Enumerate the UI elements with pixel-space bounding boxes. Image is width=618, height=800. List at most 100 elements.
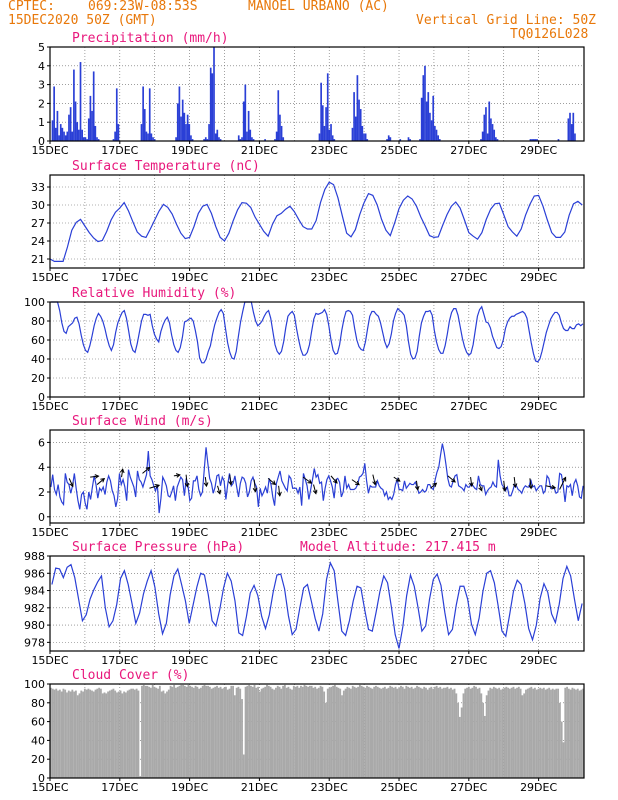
cloud-bar bbox=[358, 684, 361, 778]
cloud-bar bbox=[55, 688, 58, 778]
cloud-bar bbox=[521, 695, 524, 778]
y-tick-label: 60 bbox=[31, 334, 45, 347]
cloud-bar bbox=[298, 687, 301, 778]
cloud-bar bbox=[580, 689, 583, 778]
precip-bar bbox=[531, 139, 533, 141]
cloud-bar bbox=[285, 687, 288, 778]
wind-vector-head bbox=[216, 489, 222, 495]
cloud-bar bbox=[60, 691, 63, 778]
precip-bar bbox=[218, 137, 220, 141]
precip-bar bbox=[366, 139, 369, 141]
precip-bar bbox=[364, 133, 367, 141]
cloud-bar bbox=[441, 688, 443, 778]
wind-vector bbox=[68, 478, 74, 487]
precip-bar bbox=[419, 139, 421, 141]
cloud-bar bbox=[196, 686, 199, 778]
cloud-bar bbox=[516, 687, 518, 778]
precip-bar bbox=[89, 95, 92, 141]
cloud-bar bbox=[464, 688, 467, 778]
cloud-bar bbox=[53, 689, 56, 778]
panel-title: Surface Temperature (nC) bbox=[72, 159, 260, 174]
date-label: 15DEC2020 50Z (GMT) bbox=[8, 13, 157, 28]
cloud-bar bbox=[132, 688, 134, 778]
cloud-bar bbox=[489, 687, 492, 778]
cloud-bar bbox=[235, 687, 238, 778]
cloud-bar bbox=[330, 686, 333, 778]
precip-bar bbox=[185, 124, 187, 141]
precip-bar bbox=[534, 139, 537, 141]
cloud-bar bbox=[351, 685, 354, 778]
cloud-bar bbox=[519, 688, 522, 778]
cloud-bar bbox=[283, 684, 286, 778]
cloud-bar bbox=[137, 690, 140, 778]
precip-bar bbox=[244, 84, 247, 141]
wind-vector-head bbox=[551, 484, 557, 490]
cloud-bar bbox=[92, 691, 95, 778]
cloud-bar bbox=[126, 690, 129, 778]
cloud-bar bbox=[533, 687, 536, 778]
cloud-bar bbox=[244, 686, 247, 778]
cloud-bar bbox=[282, 685, 284, 778]
panel-frame bbox=[49, 683, 585, 779]
y-tick-label: 1 bbox=[38, 116, 45, 129]
wind-vector-head bbox=[372, 480, 377, 486]
wind-vector-head bbox=[119, 468, 125, 474]
coordinates-label: 069:23W-08:53S bbox=[88, 0, 198, 14]
wind-vector bbox=[393, 476, 401, 482]
precip-bar bbox=[275, 131, 278, 141]
y-tick-label: 980 bbox=[24, 619, 45, 632]
cloud-bar bbox=[214, 686, 217, 778]
cloud-bar bbox=[344, 688, 347, 778]
precip-bar bbox=[323, 125, 326, 141]
precip-bar bbox=[94, 125, 97, 141]
y-tick-label: 21 bbox=[31, 253, 45, 266]
y-tick-label: 986 bbox=[24, 567, 45, 580]
cloud-bar bbox=[191, 686, 193, 778]
cloud-bar bbox=[91, 690, 93, 778]
cloud-bar bbox=[142, 684, 145, 778]
cloud-bar bbox=[517, 686, 520, 778]
precip-bar bbox=[321, 105, 324, 141]
panel-title: Surface Wind (m/s) bbox=[72, 414, 213, 429]
x-tick-label: 25DEC bbox=[380, 271, 417, 284]
x-tick-label: 21DEC bbox=[241, 781, 278, 794]
cloud-bar bbox=[439, 686, 442, 778]
y-tick-label: 4 bbox=[38, 461, 45, 474]
precip-bar bbox=[153, 139, 156, 141]
wind-vector bbox=[121, 469, 124, 478]
cloud-bar bbox=[369, 687, 372, 778]
station-label: MANOEL URBANO (AC) bbox=[248, 0, 389, 14]
x-tick-label: 29DEC bbox=[520, 144, 557, 157]
precip-bar bbox=[251, 137, 253, 141]
precip-bar bbox=[92, 71, 95, 141]
wind-vector bbox=[204, 477, 208, 487]
cloud-bar bbox=[333, 684, 336, 778]
y-tick-label: 20 bbox=[31, 372, 45, 385]
precip-bar bbox=[241, 137, 243, 141]
cloud-bar bbox=[366, 685, 368, 778]
cloud-bar bbox=[446, 686, 449, 778]
wind-vector-head bbox=[94, 474, 100, 479]
cloud-bar bbox=[312, 687, 315, 778]
cloud-bar bbox=[501, 688, 504, 778]
cloud-bar bbox=[305, 685, 308, 778]
cloud-bar bbox=[498, 687, 501, 778]
cloud-bar bbox=[264, 686, 267, 778]
y-tick-label: 0 bbox=[38, 135, 45, 148]
cloud-bar bbox=[242, 754, 245, 778]
precip-bar bbox=[91, 110, 93, 141]
grid-note-label: Vertical Grid Line: 50Z bbox=[416, 13, 597, 28]
wind-vector bbox=[470, 477, 473, 487]
wind-vector-head bbox=[155, 484, 161, 489]
cloud-bar bbox=[458, 716, 461, 778]
precip-bar bbox=[567, 118, 570, 141]
precip-bar bbox=[363, 133, 365, 141]
y-tick-label: 0 bbox=[38, 391, 45, 404]
cloud-bar bbox=[419, 687, 422, 778]
cloud-bar bbox=[107, 691, 109, 778]
panel-title: Precipitation (mm/h) bbox=[72, 31, 229, 46]
cloud-bar bbox=[567, 688, 570, 778]
cloud-bar bbox=[321, 686, 324, 778]
x-tick-label: 19DEC bbox=[171, 781, 208, 794]
y-tick-label: 20 bbox=[31, 753, 45, 766]
